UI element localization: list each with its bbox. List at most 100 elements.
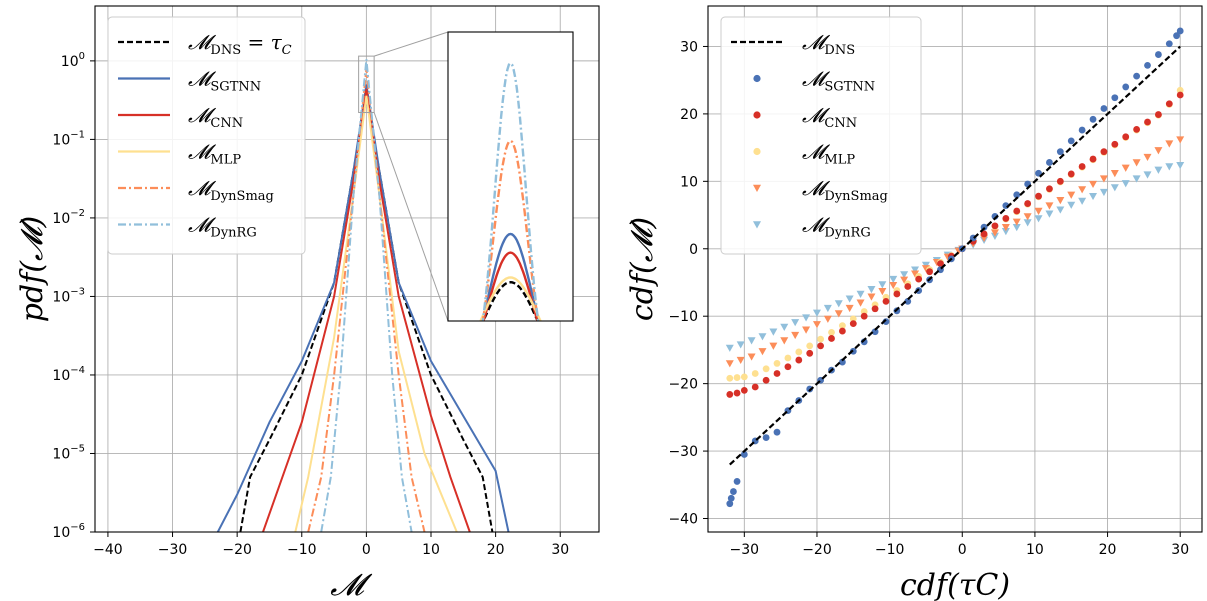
- data-point: [751, 370, 759, 377]
- x-tick-label: −10: [875, 542, 905, 558]
- legend-sub: SGTNN: [824, 80, 875, 95]
- data-point: [1046, 185, 1053, 193]
- legend-sub: SGTNN: [210, 80, 261, 95]
- data-point: [834, 300, 843, 308]
- data-point: [991, 222, 999, 230]
- data-point: [871, 305, 879, 313]
- data-point: [889, 281, 898, 290]
- data-point: [828, 335, 835, 342]
- legend-swatch: [753, 147, 761, 156]
- legend-sub: DynSmag: [824, 189, 887, 204]
- data-point: [1078, 197, 1087, 205]
- data-point: [834, 310, 843, 318]
- data-point: [726, 500, 734, 508]
- legend-sub: DynRG: [210, 226, 256, 241]
- inset-series-mlp: [479, 276, 542, 321]
- data-point: [740, 373, 748, 381]
- data-point: [740, 451, 748, 458]
- y-tick-label: 100: [61, 51, 85, 70]
- data-point: [1089, 180, 1098, 189]
- data-point: [1176, 27, 1184, 35]
- inset-connector: [373, 112, 449, 322]
- pdf-y-axis-label: pdf(𝓜): [15, 216, 50, 323]
- data-point: [838, 358, 846, 366]
- data-point: [980, 230, 988, 238]
- data-point: [747, 337, 756, 345]
- data-point: [860, 312, 868, 320]
- data-point: [1133, 126, 1141, 133]
- data-point: [1001, 228, 1010, 236]
- y-tick-label: 20: [680, 107, 698, 123]
- x-tick-label: −30: [158, 542, 188, 558]
- x-tick-label: −40: [93, 542, 123, 558]
- inset-connector: [373, 31, 449, 57]
- data-point: [893, 290, 901, 298]
- data-point: [838, 322, 846, 330]
- data-point: [780, 323, 789, 331]
- pdf-series-group: [216, 59, 510, 532]
- data-point: [726, 374, 734, 382]
- data-point: [733, 374, 741, 381]
- legend-suffix-sub: C: [282, 43, 292, 58]
- data-point: [1023, 213, 1032, 221]
- data-point: [838, 327, 846, 335]
- x-tick-label: −10: [287, 542, 317, 558]
- data-point: [1122, 133, 1130, 141]
- data-point: [1012, 218, 1021, 226]
- data-point: [1013, 207, 1021, 215]
- y-tick-label: −20: [668, 377, 698, 393]
- data-point: [1154, 166, 1163, 174]
- cdf-series-cnn: [726, 91, 1184, 398]
- data-point: [904, 283, 912, 290]
- legend-sub: MLP: [210, 153, 241, 168]
- data-point: [1013, 191, 1021, 199]
- data-point: [1155, 111, 1162, 118]
- legend-sub: CNN: [824, 116, 857, 131]
- x-tick-label: 20: [487, 542, 505, 558]
- data-point: [812, 321, 821, 329]
- x-tick-label: −20: [222, 542, 252, 558]
- data-point: [1045, 202, 1054, 210]
- data-point: [867, 293, 876, 301]
- data-point: [904, 297, 912, 305]
- data-point: [762, 434, 770, 441]
- data-point: [762, 376, 770, 384]
- data-point: [937, 260, 944, 268]
- legend-swatch: [753, 74, 761, 83]
- y-tick-label: −30: [668, 444, 698, 460]
- data-point: [878, 281, 887, 289]
- cdf-x-axis-label: cdf(τC): [900, 568, 1010, 601]
- cdf-chart: −30 −20 −10 0 10 20 30 −40 −30 −20 −10 0 10 20 30 cdf(τ…: [625, 5, 1203, 601]
- legend-swatch: [753, 184, 761, 192]
- legend-sub: MLP: [824, 153, 855, 168]
- data-point: [1002, 215, 1010, 222]
- data-point: [1154, 147, 1163, 155]
- data-point: [1155, 51, 1162, 58]
- data-point: [1001, 223, 1010, 232]
- data-point: [802, 314, 811, 322]
- y-tick-label: −10: [668, 309, 698, 325]
- inset-series-cnn: [482, 251, 539, 321]
- data-point: [1034, 215, 1043, 223]
- data-point: [751, 383, 759, 391]
- x-tick-label: 0: [362, 542, 371, 558]
- data-point: [1056, 148, 1064, 156]
- data-point: [795, 348, 803, 356]
- legend-suffix: = τ: [241, 30, 282, 54]
- data-point: [1046, 159, 1053, 166]
- data-point: [1100, 148, 1108, 156]
- x-tick-label: 10: [422, 542, 440, 558]
- data-point: [733, 478, 741, 485]
- data-point: [762, 365, 770, 373]
- pdf-series-dynrg: [320, 59, 413, 532]
- data-point: [823, 304, 832, 313]
- data-point: [769, 328, 778, 336]
- data-point: [860, 308, 868, 315]
- data-point: [1078, 186, 1087, 194]
- data-point: [817, 335, 825, 343]
- y-tick-label: 10−6: [52, 522, 85, 541]
- data-point: [758, 348, 767, 356]
- pdf-chart: −40 −30 −20 −10 0 10 20 30 10−6 10−5 10−4 10−3 10−2 1…: [15, 5, 600, 601]
- y-tick-label: 10−2: [52, 208, 85, 227]
